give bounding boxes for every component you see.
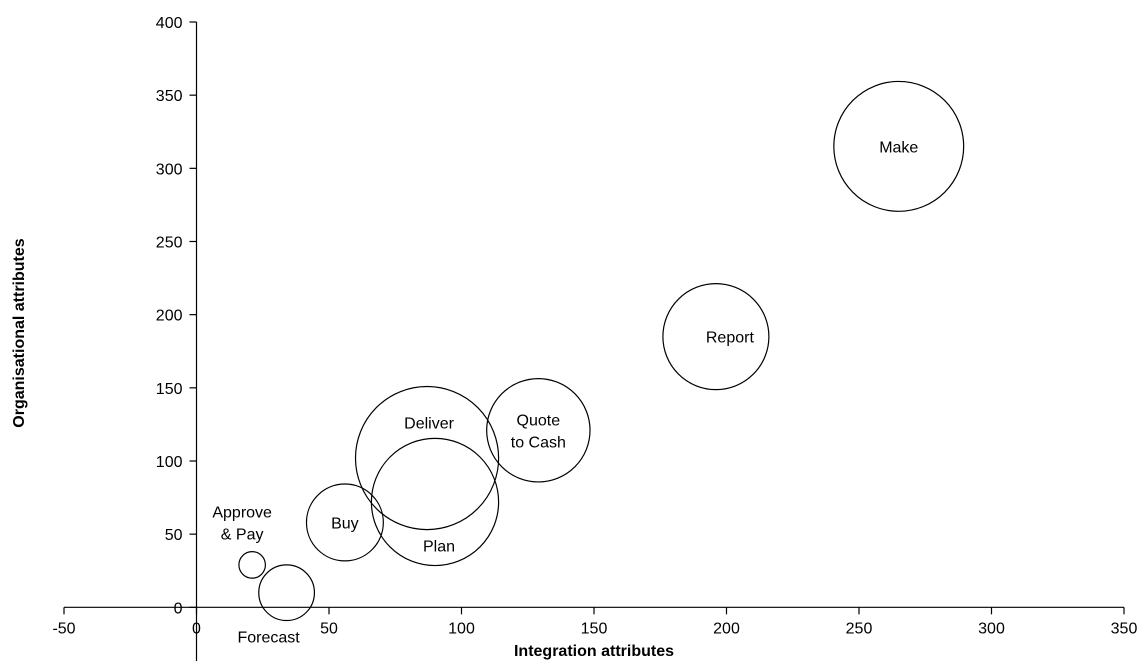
bubble-approve-pay <box>238 551 266 579</box>
x-tick-label: -50 <box>52 620 75 637</box>
bubble-label-line: Report <box>706 330 755 347</box>
y-tick-label: 100 <box>156 454 183 471</box>
x-tick-label: 300 <box>978 620 1005 637</box>
x-tick-label: 50 <box>320 620 338 637</box>
y-tick-label: 50 <box>165 527 183 544</box>
bubble-label-line: Deliver <box>404 416 454 433</box>
bubble-label-line: Quote <box>517 412 561 429</box>
bubble-deliver <box>354 385 500 531</box>
bubble-label-line: to Cash <box>511 434 566 451</box>
y-tick-label: 350 <box>156 88 183 105</box>
bubble-label-approve-pay: Approve & Pay <box>212 505 272 544</box>
y-tick-label: 0 <box>174 600 183 617</box>
bubble-label-line: Buy <box>331 515 359 532</box>
y-tick-label: 200 <box>156 308 183 325</box>
bubble-forecast <box>258 564 316 622</box>
y-axis-title: Organisational attributes <box>11 238 28 427</box>
bubble-label-line: & Pay <box>221 527 264 544</box>
bubble-label-line: Make <box>879 139 918 156</box>
x-tick-label: 200 <box>713 620 740 637</box>
bubble-plan <box>370 437 500 567</box>
y-tick-label: 300 <box>156 161 183 178</box>
bubble-report <box>662 283 770 391</box>
x-tick-label: 0 <box>192 620 201 637</box>
bubble-label-line: Forecast <box>237 630 300 647</box>
bubble-label-line: Approve <box>212 505 272 522</box>
bubble-label-deliver: Deliver <box>404 416 454 433</box>
y-tick-label: 250 <box>156 235 183 252</box>
bubble-make <box>833 80 965 212</box>
axes: -50050100150200250300350-500501001502002… <box>52 15 1137 661</box>
bubble-label-report: Report <box>706 330 755 347</box>
bubble-label-plan: Plan <box>423 539 455 556</box>
bubble-label-make: Make <box>879 139 918 156</box>
x-tick-label: 150 <box>581 620 608 637</box>
bubble-quote-to-cash <box>486 377 591 483</box>
bubble-label-line: Plan <box>423 539 455 556</box>
bubbles: Approve & Pay Forecast Buy Deliver Plan Quote t… <box>212 80 965 647</box>
bubble-label-buy: Buy <box>331 515 359 532</box>
x-tick-label: 100 <box>448 620 475 637</box>
bubble-label-forecast: Forecast <box>237 630 300 647</box>
x-tick-label: 250 <box>846 620 873 637</box>
bubble-buy <box>305 483 384 562</box>
bubble-label-quote-to-cash: Quote to Cash <box>511 412 566 451</box>
x-axis-title: Integration attributes <box>514 643 674 660</box>
x-tick-label: 350 <box>1111 620 1138 637</box>
y-tick-label: 150 <box>156 381 183 398</box>
y-tick-label: 400 <box>156 15 183 32</box>
